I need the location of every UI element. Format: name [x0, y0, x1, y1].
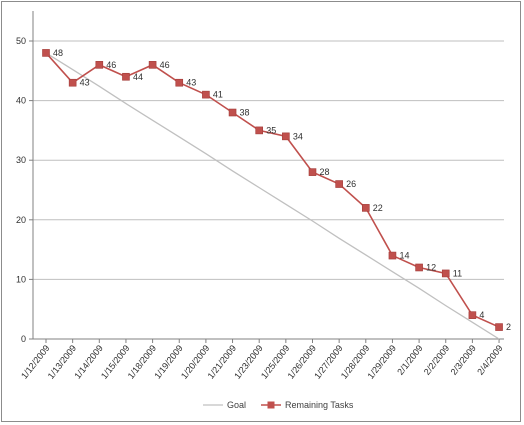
legend-marker-remaining-tasks: [267, 401, 275, 409]
plot-area: 48 43 46 44 46 43 41 38 35 34 28 26 22 14 12 11 4 2: [42, 48, 511, 340]
remaining-tasks-data-label: 41: [213, 90, 223, 100]
remaining-tasks-point: [95, 61, 104, 69]
remaining-tasks-point: [175, 78, 184, 87]
remaining-tasks-point: [308, 168, 317, 176]
x-axis: 1/12/20091/13/20091/14/20091/15/20091/18…: [19, 338, 505, 381]
remaining-tasks-point: [415, 263, 423, 272]
remaining-tasks-data-label: 2: [506, 322, 511, 332]
y-tick-label: 40: [16, 96, 26, 106]
y-tick-label: 20: [16, 215, 26, 225]
y-tick-label: 0: [21, 334, 26, 344]
legend-item-goal: Goal: [203, 400, 246, 410]
goal-line: [45, 52, 500, 340]
legend-label-remaining-tasks: Remaining Tasks: [285, 400, 354, 410]
remaining-tasks-data-label: 48: [53, 48, 63, 58]
remaining-tasks-data-label: 28: [320, 167, 330, 177]
remaining-tasks-data-label: 14: [399, 251, 409, 261]
y-axis: 0 10 20 30 40 50: [16, 11, 34, 344]
remaining-tasks-data-label: 26: [346, 179, 356, 189]
remaining-tasks-point: [282, 132, 290, 141]
remaining-tasks-data-label: 43: [80, 78, 90, 88]
remaining-tasks-point: [335, 180, 343, 188]
remaining-tasks-point: [388, 251, 397, 260]
remaining-tasks-point: [122, 72, 130, 81]
y-tick-label: 10: [16, 274, 26, 284]
remaining-tasks-data-label: 38: [240, 108, 250, 118]
remaining-tasks-point: [495, 323, 503, 331]
remaining-tasks-line: [45, 52, 500, 328]
remaining-tasks-data-label: 22: [373, 203, 383, 213]
remaining-tasks-point: [42, 49, 50, 57]
remaining-tasks-data-label: 44: [133, 72, 143, 82]
remaining-tasks-point: [148, 61, 157, 69]
remaining-tasks-data-label: 35: [266, 125, 276, 135]
remaining-tasks-point: [361, 204, 370, 212]
legend: Goal Remaining Tasks: [203, 400, 354, 410]
gridlines: [33, 40, 504, 280]
y-tick-label: 30: [16, 155, 26, 165]
legend-item-remaining-tasks: Remaining Tasks: [261, 400, 354, 410]
remaining-tasks-data-label: 34: [293, 131, 303, 141]
remaining-tasks-data-label: 4: [479, 310, 484, 320]
remaining-tasks-data-label: 46: [106, 60, 116, 70]
remaining-tasks-point: [255, 126, 263, 135]
x-tick-label: 2/2/2009: [422, 343, 451, 377]
remaining-tasks-data-label: 43: [186, 78, 196, 88]
x-tick-label: 2/3/2009: [449, 343, 478, 377]
remaining-tasks-point: [68, 78, 77, 87]
remaining-tasks-point: [468, 311, 477, 319]
x-tick-label: 2/1/2009: [395, 343, 424, 377]
y-tick-label: 50: [16, 36, 26, 46]
remaining-tasks-point: [202, 90, 210, 99]
remaining-tasks-point: [441, 269, 450, 278]
remaining-tasks-data-label: 12: [426, 262, 436, 272]
remaining-tasks-data-label: 46: [160, 60, 170, 70]
remaining-tasks-data-label: 11: [453, 268, 462, 278]
remaining-tasks-point: [228, 108, 237, 117]
x-tick-label: 2/4/2009: [475, 343, 504, 377]
legend-label-goal: Goal: [227, 400, 246, 410]
